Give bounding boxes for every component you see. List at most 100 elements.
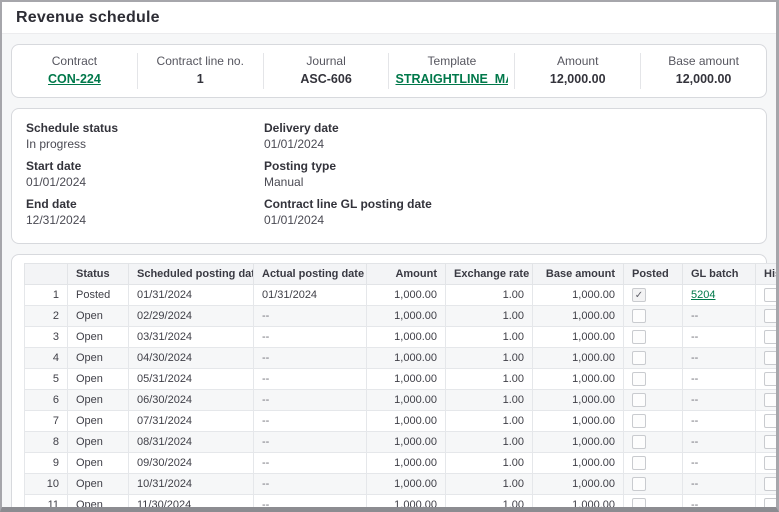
cell-base: 1,000.00	[532, 368, 624, 390]
cell-actual: --	[253, 368, 367, 390]
checkbox-unchecked-icon[interactable]	[764, 477, 776, 491]
cell-historical	[755, 326, 776, 348]
cell-num: 4	[24, 347, 68, 369]
table-row: 5Open05/31/2024--1,000.001.001,000.00---…	[24, 368, 776, 390]
cell-historical	[755, 284, 776, 306]
checkbox-unchecked-icon[interactable]	[632, 372, 646, 386]
cell-scheduled: 10/31/2024	[128, 473, 254, 495]
checkbox-unchecked-icon[interactable]	[764, 351, 776, 365]
cell-scheduled: 08/31/2024	[128, 431, 254, 453]
cell-posted	[623, 326, 683, 348]
detail-value: 01/01/2024	[264, 213, 325, 227]
checkbox-unchecked-icon[interactable]	[632, 414, 646, 428]
detail-value: 01/01/2024	[26, 175, 87, 189]
cell-num: 11	[24, 494, 68, 507]
checkbox-unchecked-icon[interactable]	[764, 414, 776, 428]
cell-status: Posted	[67, 284, 129, 306]
cell-num: 1	[24, 284, 68, 306]
cell-gl_batch: --	[682, 305, 756, 327]
cell-amount: 1,000.00	[366, 473, 446, 495]
cell-num: 10	[24, 473, 68, 495]
checkbox-unchecked-icon[interactable]	[632, 351, 646, 365]
cell-posted	[623, 389, 683, 411]
table-row: 9Open09/30/2024--1,000.001.001,000.00---…	[24, 452, 776, 474]
column-header-rate: Exchange rate	[445, 263, 533, 285]
checkbox-unchecked-icon[interactable]	[764, 435, 776, 449]
column-header-base: Base amount	[532, 263, 624, 285]
gl-batch-link[interactable]: 5204	[691, 289, 716, 301]
cell-status: Open	[67, 368, 129, 390]
details-left-column: Schedule status In progress Start date 01/0…	[26, 121, 264, 235]
cell-posted	[623, 473, 683, 495]
cell-posted	[623, 347, 683, 369]
checkbox-unchecked-icon[interactable]	[764, 456, 776, 470]
cell-rate: 1.00	[445, 452, 533, 474]
summary-field-1: Contract line no. 1	[138, 53, 264, 89]
detail-field: Delivery date 01/01/2024	[264, 121, 752, 152]
detail-label: Start date	[26, 159, 82, 173]
summary-value-link[interactable]: CON-224	[48, 72, 101, 86]
checkbox-unchecked-icon[interactable]	[764, 498, 776, 507]
checkbox-unchecked-icon[interactable]	[764, 393, 776, 407]
summary-field-5: Base amount 12,000.00	[641, 53, 766, 89]
cell-historical	[755, 473, 776, 495]
cell-scheduled: 01/31/2024	[128, 284, 254, 306]
summary-field-value: CON-224	[18, 71, 131, 88]
cell-historical	[755, 494, 776, 507]
summary-value-link[interactable]: STRAIGHTLINE_MANUA	[395, 72, 508, 86]
cell-posted	[623, 494, 683, 507]
cell-base: 1,000.00	[532, 305, 624, 327]
table-row: 11 Open 11/30/2024 -- 1,000.00 1.00 1,000.00 --…	[24, 494, 776, 507]
detail-label: Delivery date	[264, 121, 339, 135]
cell-rate: 1.00	[445, 326, 533, 348]
cell-scheduled: 09/30/2024	[128, 452, 254, 474]
cell-posted	[623, 431, 683, 453]
checkbox-unchecked-icon[interactable]	[632, 330, 646, 344]
cell-status: Open	[67, 410, 129, 432]
detail-value: 01/01/2024	[264, 137, 325, 151]
checkbox-unchecked-icon[interactable]	[632, 435, 646, 449]
checkbox-unchecked-icon[interactable]	[764, 288, 776, 302]
summary-field-value: 1	[196, 72, 204, 86]
checkbox-unchecked-icon[interactable]	[632, 477, 646, 491]
detail-field: End date 12/31/2024	[26, 197, 264, 228]
detail-label: Schedule status	[26, 121, 119, 135]
cell-amount: 1,000.00	[366, 452, 446, 474]
summary-field-0: Contract CON-224	[12, 53, 138, 89]
cell-base: 1,000.00	[532, 431, 624, 453]
cell-base: 1,000.00	[532, 326, 624, 348]
checkbox-unchecked-icon[interactable]	[764, 372, 776, 386]
cell-historical	[755, 452, 776, 474]
detail-field: Schedule status In progress	[26, 121, 264, 152]
cell-rate: 1.00	[445, 389, 533, 411]
checkbox-unchecked-icon[interactable]	[632, 309, 646, 323]
cell-posted	[623, 305, 683, 327]
cell-gl_batch: --	[682, 410, 756, 432]
page-title: Revenue schedule	[16, 9, 160, 26]
cell-status: Open	[67, 431, 129, 453]
summary-field-label: Contract	[51, 54, 98, 68]
cell-status: Open	[67, 347, 129, 369]
checkbox-checked-icon[interactable]	[632, 288, 646, 302]
detail-value: 12/31/2024	[26, 213, 87, 227]
table-row: 8Open08/31/2024--1,000.001.001,000.00---…	[24, 431, 776, 453]
cell-status: Open	[67, 494, 129, 507]
cell-rate: 1.00	[445, 347, 533, 369]
summary-field-value: 12,000.00	[675, 72, 732, 86]
checkbox-unchecked-icon[interactable]	[632, 498, 646, 507]
checkbox-unchecked-icon[interactable]	[764, 309, 776, 323]
cell-scheduled: 06/30/2024	[128, 389, 254, 411]
column-header-historical: Historical	[755, 263, 776, 285]
cell-base: 1,000.00	[532, 452, 624, 474]
cell-actual: --	[253, 410, 367, 432]
cell-actual: 01/31/2024	[253, 284, 367, 306]
checkbox-unchecked-icon[interactable]	[632, 393, 646, 407]
cell-base: 1,000.00	[532, 494, 624, 507]
cell-base: 1,000.00	[532, 284, 624, 306]
cell-rate: 1.00	[445, 494, 533, 507]
summary-field-label: Contract line no.	[156, 54, 244, 68]
checkbox-unchecked-icon[interactable]	[632, 456, 646, 470]
checkbox-unchecked-icon[interactable]	[764, 330, 776, 344]
column-header-amount: Amount	[366, 263, 446, 285]
cell-num: 3	[24, 326, 68, 348]
